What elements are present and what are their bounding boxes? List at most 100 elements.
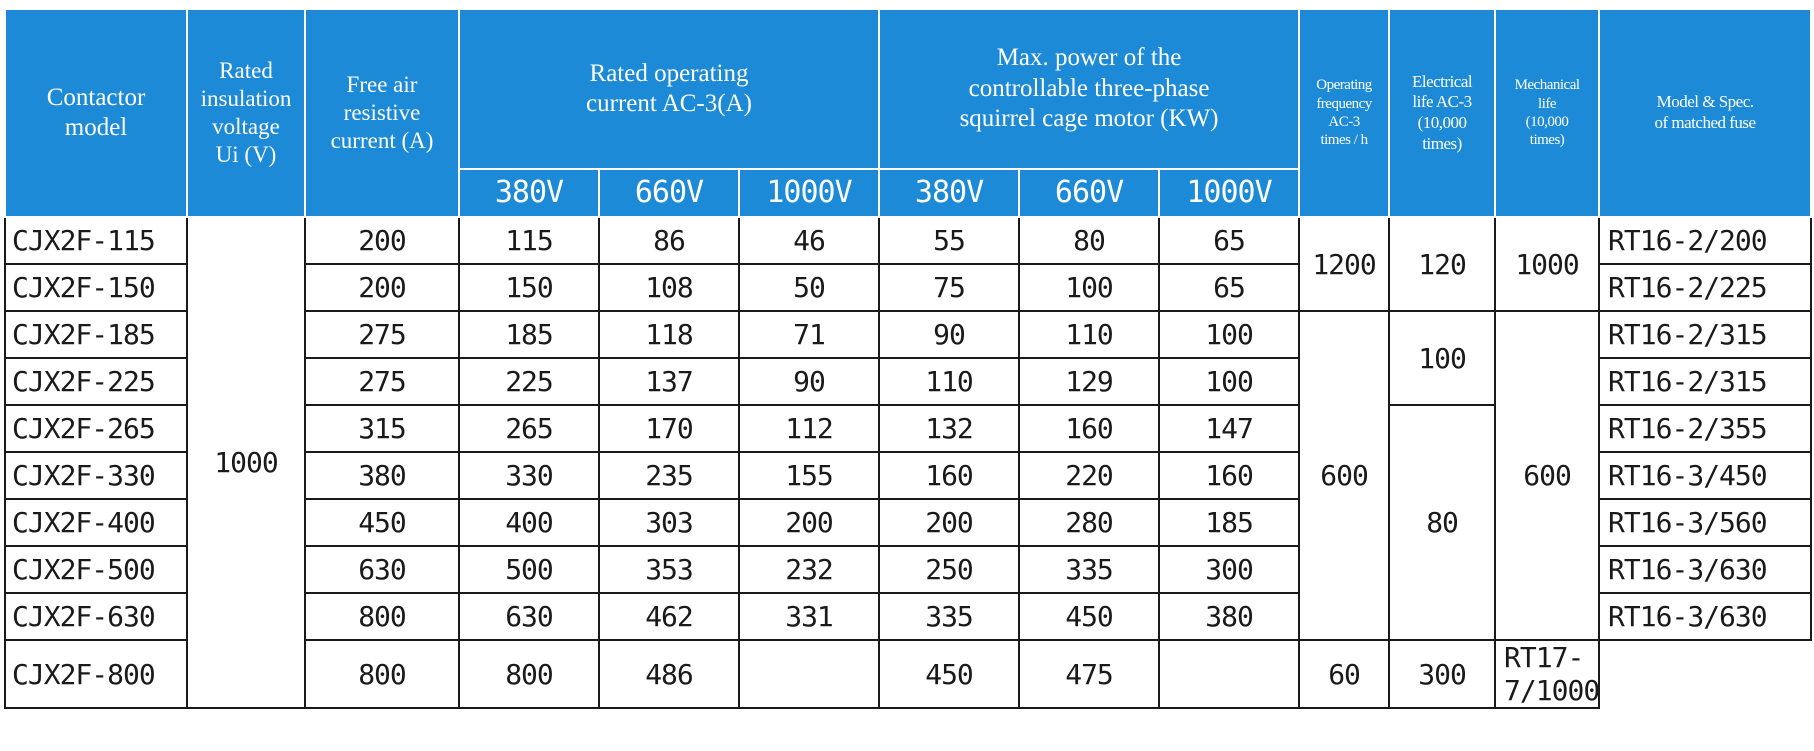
power-1000v-cell: 100 [1158,357,1301,406]
model-cell: CJX2F-330 [4,451,188,500]
header-power-660v: 660V [1018,168,1161,218]
free-air-cell: 200 [304,263,460,312]
table-row: CJX2F-265 315 265 170 112 132 160 147 80… [4,404,1813,641]
power-380v-cell: 55 [878,216,1021,265]
current-380v-cell: 225 [458,357,600,406]
current-660v-cell: 118 [598,310,740,359]
power-380v-cell: 110 [878,357,1021,406]
current-380v-cell: 630 [458,592,600,641]
current-660v-cell: 462 [598,592,740,641]
free-air-cell: 800 [304,592,460,641]
free-air-cell: 200 [304,216,460,265]
current-380v-cell: 185 [458,310,600,359]
operating-frequency-cell: 1200 [1298,216,1391,312]
fuse-cell: RT17-7/1000 [1494,639,1601,709]
current-660v-cell: 108 [598,263,740,312]
current-380v-cell: 115 [458,216,600,265]
power-380v-cell: 75 [878,263,1021,312]
header-mechanical-life: Mechanical life (10,000 times) [1494,8,1601,218]
power-660v-cell: 220 [1018,451,1161,500]
power-1000v-cell: 380 [1158,592,1301,641]
header-matched-fuse: Model & Spec. of matched fuse [1598,8,1813,218]
fuse-cell: RT16-2/225 [1598,263,1813,312]
electrical-life-cell: 120 [1388,216,1497,312]
current-660v-cell: 303 [598,498,740,547]
power-1000v-cell: 300 [1158,545,1301,594]
header-current-380v: 380V [458,168,600,218]
current-1000v-cell: 232 [737,545,881,594]
model-cell: CJX2F-225 [4,357,188,406]
current-1000v-cell: 200 [737,498,881,547]
fuse-cell: RT16-3/630 [1598,545,1813,594]
header-insulation-voltage: Rated insulation voltage Ui (V) [186,8,306,218]
free-air-cell: 380 [304,451,460,500]
current-660v-cell: 86 [598,216,740,265]
current-380v-cell: 400 [458,498,600,547]
power-1000v-cell: 160 [1158,451,1301,500]
header-power-380v: 380V [878,168,1021,218]
fuse-cell: RT16-2/200 [1598,216,1813,265]
current-1000v-cell: 331 [737,592,881,641]
free-air-cell: 275 [304,357,460,406]
header-rated-current: Rated operating current AC-3(A) [457,8,881,170]
table-row: CJX2F-800 800 800 486 450 475 60 300 RT1… [4,639,1811,709]
operating-frequency-cell: 600 [1298,310,1391,641]
fuse-cell: RT16-3/560 [1598,498,1813,547]
model-cell: CJX2F-265 [4,404,188,453]
model-cell: CJX2F-150 [4,263,188,312]
current-380v-cell: 800 [458,639,600,709]
power-660v-cell: 335 [1018,545,1161,594]
power-380v-cell: 335 [878,592,1021,641]
table-row: CJX2F-185 275 185 118 71 90 110 100 600 … [4,310,1813,641]
free-air-cell: 800 [304,639,460,709]
current-1000v-cell: 112 [737,404,881,453]
free-air-cell: 630 [304,545,460,594]
electrical-life-cell: 100 [1388,310,1497,406]
electrical-life-cell: 80 [1388,404,1497,641]
table-row: CJX2F-225 275 225 137 90 110 129 100 RT1… [4,357,1813,406]
table-row: CJX2F-330 380 330 235 155 160 220 160 RT… [4,451,1813,500]
header-electrical-life: Electrical life AC-3 (10,000 times) [1388,8,1497,218]
spec-table-container: Contactor model Rated insulation voltage… [4,8,1813,709]
model-cell: CJX2F-185 [4,310,188,359]
current-1000v-cell: 155 [737,451,881,500]
power-380v-cell: 250 [878,545,1021,594]
current-660v-cell: 170 [598,404,740,453]
header-max-power: Max. power of the controllable three-pha… [878,8,1301,170]
power-1000v-cell [1158,639,1301,709]
power-660v-cell: 110 [1018,310,1161,359]
power-660v-cell: 475 [1018,639,1161,709]
power-660v-cell: 450 [1018,592,1161,641]
free-air-cell: 450 [304,498,460,547]
header-current-1000v: 1000V [737,168,881,218]
current-660v-cell: 486 [598,639,740,709]
header-free-air-current: Free air resistive current (A) [304,8,460,218]
current-660v-cell: 353 [598,545,740,594]
fuse-cell: RT16-2/355 [1598,404,1813,453]
table-row: CJX2F-400 450 400 303 200 200 280 185 RT… [4,498,1813,547]
power-660v-cell: 100 [1018,263,1161,312]
header-power-1000v: 1000V [1158,168,1301,218]
power-380v-cell: 200 [878,498,1021,547]
power-1000v-cell: 65 [1158,216,1301,265]
fuse-cell: RT16-3/630 [1598,592,1813,641]
power-1000v-cell: 147 [1158,404,1301,453]
power-660v-cell: 80 [1018,216,1161,265]
electrical-life-cell: 60 [1298,639,1391,709]
insulation-voltage-cell: 1000 [186,216,306,709]
current-1000v-cell: 46 [737,216,881,265]
current-380v-cell: 500 [458,545,600,594]
mechanical-life-cell: 300 [1388,639,1497,709]
mechanical-life-cell: 600 [1494,310,1601,641]
current-380v-cell: 150 [458,263,600,312]
table-row: CJX2F-500 630 500 353 232 250 335 300 RT… [4,545,1813,594]
power-1000v-cell: 100 [1158,310,1301,359]
model-cell: CJX2F-400 [4,498,188,547]
contactor-spec-table: Contactor model Rated insulation voltage… [4,8,1813,709]
current-1000v-cell: 90 [737,357,881,406]
current-380v-cell: 265 [458,404,600,453]
table-row: CJX2F-150 200 150 108 50 75 100 65 RT16-… [4,263,1813,312]
current-1000v-cell: 50 [737,263,881,312]
header-contactor-model: Contactor model [4,8,188,218]
table-row: CJX2F-630 800 630 462 331 335 450 380 RT… [4,592,1813,641]
